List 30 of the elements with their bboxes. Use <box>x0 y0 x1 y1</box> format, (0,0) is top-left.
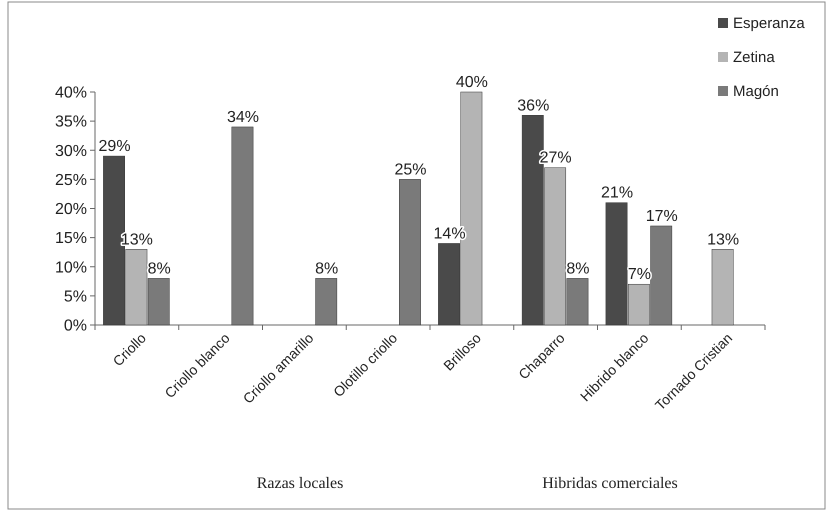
data-label: 7% <box>628 266 651 284</box>
data-label: 40% <box>456 74 488 91</box>
data-label: 8% <box>148 260 171 278</box>
bar <box>712 249 734 326</box>
data-label: 21% <box>601 184 634 202</box>
data-label: 29% <box>98 138 131 156</box>
legend-label: Esperanza <box>733 15 806 32</box>
y-tick-label: 35% <box>54 114 87 131</box>
y-tick-label: 10% <box>54 259 87 276</box>
data-label: 8% <box>315 260 338 278</box>
text: Hibridas comerciales <box>542 475 678 492</box>
legend-label: Magón <box>733 83 779 100</box>
y-tick-label: 30% <box>54 142 87 160</box>
bar <box>315 278 338 326</box>
y-tick-label: 40% <box>54 84 87 102</box>
data-label: 36% <box>517 97 550 114</box>
y-tick-label: 25% <box>54 172 87 189</box>
data-label: 25% <box>394 161 426 178</box>
y-tick-label: 15% <box>54 230 87 248</box>
bar <box>399 179 421 326</box>
y-tick-label: 20% <box>54 201 87 218</box>
y-tick-label: 5% <box>64 288 87 306</box>
bar <box>232 126 254 326</box>
legend-label: Zetina <box>733 49 776 66</box>
text: Razas locales <box>256 475 344 492</box>
data-label: 34% <box>226 108 259 126</box>
data-label: 8% <box>566 260 590 278</box>
data-label: 17% <box>646 208 678 225</box>
y-tick-label: 0% <box>64 318 87 335</box>
data-label: 13% <box>707 231 740 248</box>
